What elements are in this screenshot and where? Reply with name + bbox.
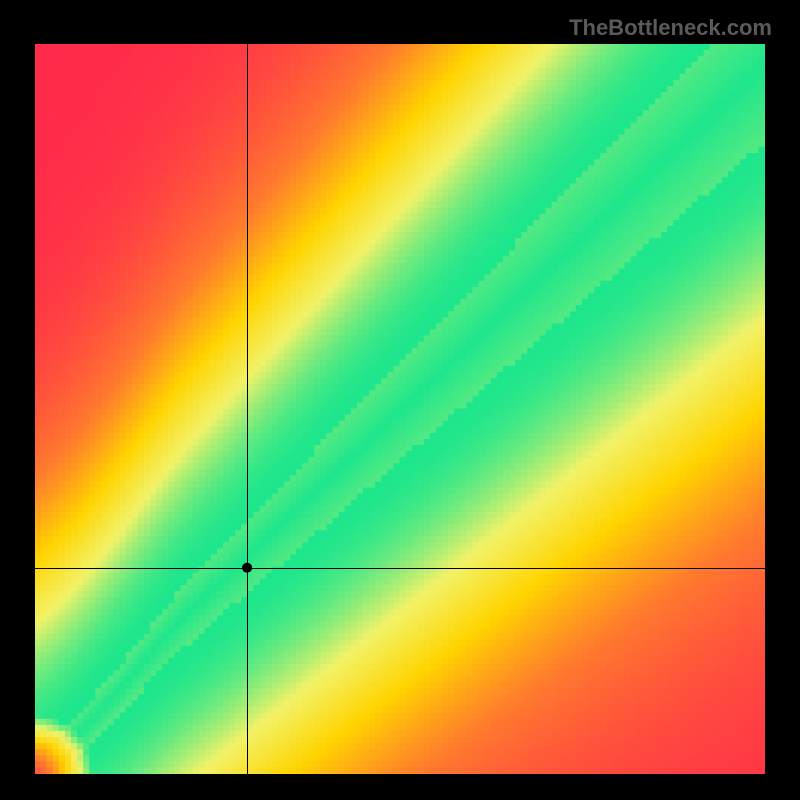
bottleneck-heatmap: [35, 44, 765, 774]
chart-container: TheBottleneck.com: [0, 0, 800, 800]
watermark-text: TheBottleneck.com: [569, 15, 772, 41]
